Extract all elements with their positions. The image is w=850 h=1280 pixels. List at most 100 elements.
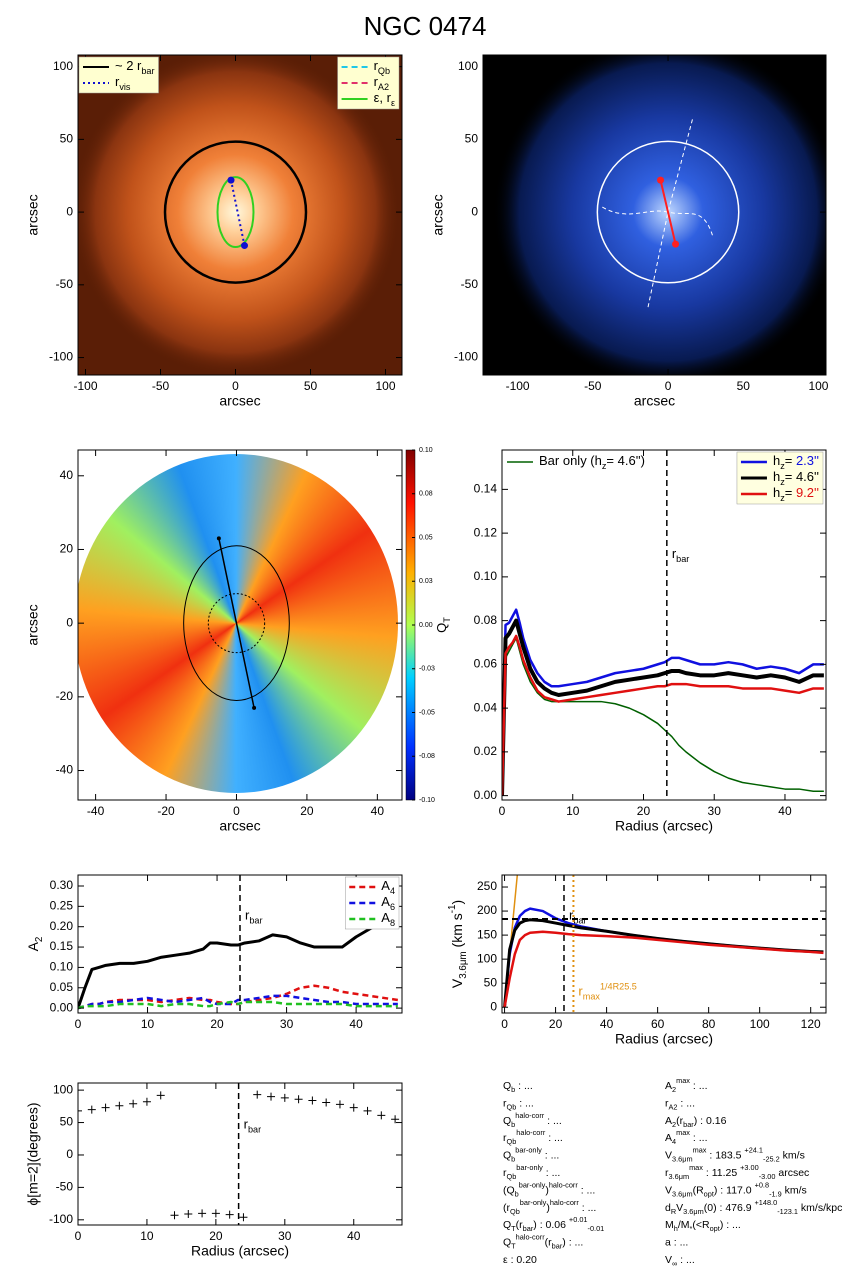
y-tick-label: 0.20 (50, 919, 74, 933)
plot-area (502, 608, 824, 796)
legend-label-part: z (780, 461, 785, 471)
stat-line-part: 3.6μm (672, 1190, 693, 1199)
point-marker (170, 1211, 179, 1220)
legend-label-part: = (785, 453, 796, 468)
legend-label-part: A (381, 894, 390, 909)
annotation-part: bar (248, 1125, 261, 1135)
y-axis-label-part: -1 (447, 905, 458, 914)
galaxy-image (78, 55, 401, 375)
stat-line-part: -0.01 (588, 1225, 605, 1234)
point-marker (184, 1209, 193, 1218)
point-marker (101, 1103, 110, 1112)
point-marker (198, 1209, 207, 1218)
colorbar-tick-label: 0.03 (419, 578, 433, 585)
stat-line-part: ) : 0.16 (694, 1115, 727, 1127)
stat-line-part: max (689, 1163, 703, 1172)
x-tick-label: 120 (801, 1017, 821, 1031)
stat-line-part: A (665, 1115, 672, 1127)
x-axis-label: arcsec (219, 393, 260, 409)
plot-frame (77, 1082, 403, 1226)
x-axis-label: arcsec (219, 818, 260, 834)
x-tick-label: 10 (566, 804, 580, 818)
stat-line-part: V (665, 1149, 672, 1161)
stat-line-part: 3.6μm (669, 1172, 690, 1181)
point-marker (349, 1103, 358, 1112)
x-tick-label: 0 (232, 379, 239, 393)
legend-label: Bar only (hz= 4.6'') (539, 453, 645, 471)
y-tick-label: 50 (60, 132, 74, 146)
stat-line: V3.6μmmax : 183.5 +24.1-25.2 km/s (665, 1146, 805, 1164)
y-tick-label: -20 (56, 689, 74, 703)
x-tick-label: 50 (737, 379, 751, 393)
y-tick-label: 0.10 (50, 960, 74, 974)
stat-line: Mh/M*(<Ropt) : ... (665, 1219, 741, 1234)
stat-line-part: : ... (677, 1097, 695, 1109)
legend-box (78, 56, 159, 94)
stat-line-part: Qb (507, 1103, 517, 1112)
legend-label-part: 9.2'' (796, 485, 819, 500)
x-tick-label: 0 (501, 1017, 508, 1031)
stat-line-part: km/s (780, 1149, 805, 1161)
stat-line: V3.6μm(Ropt) : 117.0 +0.8-1.9 km/s (665, 1181, 807, 1199)
point-marker (363, 1106, 372, 1115)
stat-line-part: : 183.5 (706, 1149, 744, 1161)
point-marker (87, 1105, 96, 1114)
stat-line-part: V (665, 1254, 672, 1266)
legend-label-part: vis (119, 82, 131, 92)
x-tick-label: 20 (209, 1229, 223, 1243)
stat-line: A2(rbar) : 0.16 (665, 1115, 727, 1130)
stat-line-part: : ... (543, 1167, 561, 1179)
vis-line (230, 179, 246, 246)
stat-line-part: b (511, 1155, 515, 1164)
stat-line-part: 2 (672, 1085, 676, 1094)
legend-label-part: 6 (390, 902, 395, 912)
stat-line-part: T (511, 1225, 516, 1234)
x-tick-label: -50 (152, 379, 170, 393)
colorbar-tick-label: -0.08 (419, 753, 435, 760)
legend-label-part: r (115, 74, 120, 89)
annotation-part: r (672, 546, 677, 561)
stat-line-part: 3.6μm (672, 1155, 693, 1164)
stat-line-part: r (665, 1097, 669, 1109)
stat-line-part: ∞ (672, 1259, 677, 1268)
stat-line-part: (r (545, 1236, 552, 1248)
x-tick-label: 0 (233, 804, 240, 818)
stat-line-part: Qb (507, 1138, 517, 1147)
stat-line-part: : ... (544, 1115, 562, 1127)
y-axis-label: V3.6μm (km s-1) (447, 900, 469, 988)
stat-line-part: A (665, 1132, 672, 1144)
legend-label-part: = (785, 485, 796, 500)
x-tick-label: -40 (87, 804, 105, 818)
point-marker (294, 1095, 303, 1104)
stat-line: Qb : ... (503, 1080, 533, 1095)
legend-label-part: z (780, 477, 785, 487)
legend: Bar only (hz= 4.6'') (507, 453, 645, 471)
stat-line: V∞ : ... (665, 1254, 695, 1269)
stat-line: Qbhalo-corr : ... (503, 1111, 562, 1129)
annotation-part: r (569, 908, 574, 923)
y-tick-label: -100 (49, 350, 73, 364)
annotation-part: r (578, 984, 583, 999)
point-marker (267, 1092, 276, 1101)
y-axis-label: arcsec (25, 604, 41, 645)
point-marker (211, 1209, 220, 1218)
legend-label: A4 (381, 878, 395, 896)
stat-line-part: 3.6μm (683, 1207, 704, 1216)
x-tick-label: -20 (157, 804, 175, 818)
y-tick-label: 0.02 (474, 744, 498, 758)
plot-frame (501, 449, 827, 801)
stat-line-part: : ... (545, 1132, 563, 1144)
bar-line (659, 179, 677, 245)
y-tick-label: 200 (477, 903, 497, 917)
stat-line-part: Q (503, 1236, 511, 1248)
legend-label-part: z (602, 461, 607, 471)
y-axis-label: A2 (25, 937, 45, 952)
legend-label-part: h (773, 453, 780, 468)
stat-line-part: ) : ... (720, 1219, 741, 1231)
stat-line-part: A (665, 1080, 672, 1092)
stat-line: QThalo-corr(rbar) : ... (503, 1233, 583, 1251)
x-tick-label: 20 (210, 1017, 224, 1031)
legend-label-part: z (780, 493, 785, 503)
